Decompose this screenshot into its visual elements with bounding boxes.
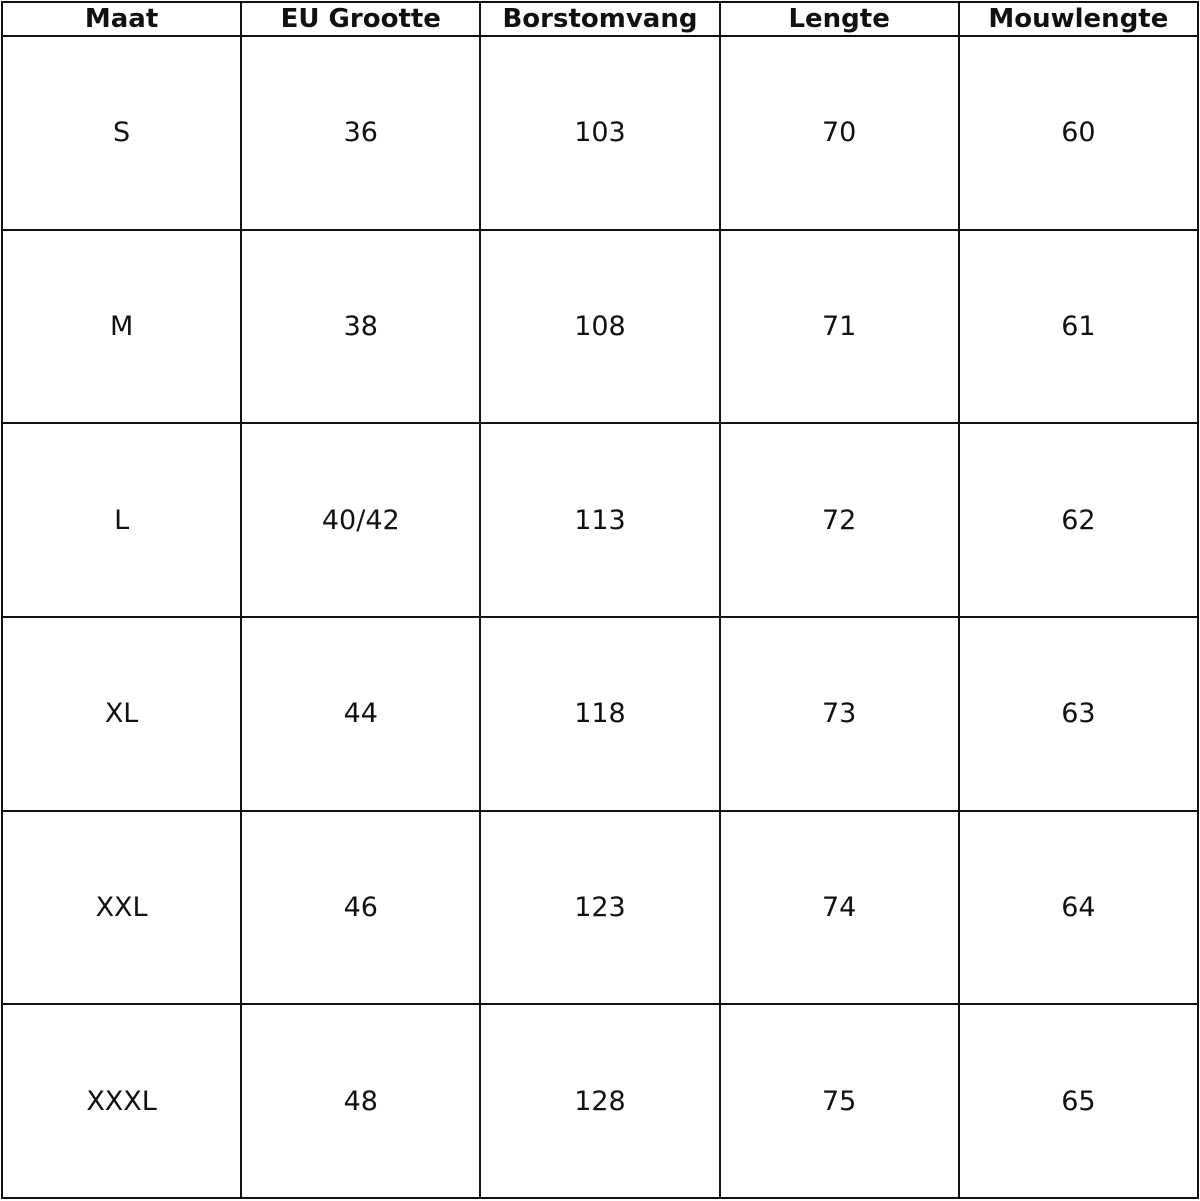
table-cell: 128 <box>479 1003 721 1199</box>
table-cell: 63 <box>957 615 1200 812</box>
table-cell: 64 <box>957 809 1200 1006</box>
table-body: S 36 103 70 60 M 38 108 71 61 L 40/42 113 72 62 XL 44 118… <box>0 35 1200 1199</box>
table-row: L 40/42 113 72 62 <box>0 422 1200 618</box>
table-cell: 46 <box>240 809 482 1006</box>
table-cell: 113 <box>479 422 721 618</box>
header-cell: Lengte <box>718 1 960 37</box>
header-row: Maat EU Grootte Borstomvang Lengte Mouwlengt… <box>0 1 1200 37</box>
table-cell: 65 <box>957 1003 1200 1199</box>
table-cell: 40/42 <box>240 422 482 618</box>
table-cell: 123 <box>479 809 721 1006</box>
table-cell: 103 <box>479 35 721 231</box>
table-cell: XXXL <box>0 1003 243 1199</box>
table-cell: 73 <box>718 615 960 812</box>
table-cell: 61 <box>957 228 1200 425</box>
table-cell: 118 <box>479 615 721 812</box>
header-cell: Borstomvang <box>479 1 721 37</box>
table-cell: 108 <box>479 228 721 425</box>
table-cell: 38 <box>240 228 482 425</box>
table-cell: M <box>0 228 243 425</box>
table-row: XXL 46 123 74 64 <box>0 809 1200 1006</box>
table-cell: 36 <box>240 35 482 231</box>
table-cell: 48 <box>240 1003 482 1199</box>
table-cell: 62 <box>957 422 1200 618</box>
table-row: S 36 103 70 60 <box>0 35 1200 231</box>
table-cell: L <box>0 422 243 618</box>
table-row: M 38 108 71 61 <box>0 228 1200 425</box>
table-row: XL 44 118 73 63 <box>0 615 1200 812</box>
header-cell: Mouwlengte <box>957 1 1200 37</box>
table-cell: 72 <box>718 422 960 618</box>
table-cell: 74 <box>718 809 960 1006</box>
table-cell: XXL <box>0 809 243 1006</box>
header-cell: Maat <box>0 1 243 37</box>
table-cell: 70 <box>718 35 960 231</box>
table-cell: S <box>0 35 243 231</box>
table-cell: 60 <box>957 35 1200 231</box>
table-cell: 44 <box>240 615 482 812</box>
table-cell: XL <box>0 615 243 812</box>
table-cell: 75 <box>718 1003 960 1199</box>
table-cell: 71 <box>718 228 960 425</box>
table-row: XXXL 48 128 75 65 <box>0 1003 1200 1199</box>
header-cell: EU Grootte <box>240 1 482 37</box>
